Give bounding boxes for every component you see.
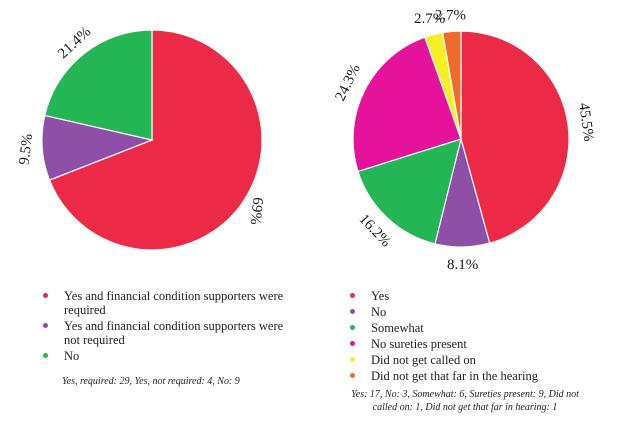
pie-slice-yes-and-financial-condition-supporters-were-required <box>48 29 263 251</box>
legend-item-yes: Yes <box>347 289 587 303</box>
legend-swatch <box>350 373 355 378</box>
legend-swatch <box>350 357 355 362</box>
counts-note-right: Yes: 17, No: 3, Somewhat: 6, Sureties pr… <box>351 389 579 413</box>
legend-label: Yes and financial condition supporters w… <box>64 289 284 317</box>
pie-label-yes: 45.5% <box>575 102 596 143</box>
legend-swatch <box>350 293 355 298</box>
pie-slice-no-sureties-present <box>352 36 462 173</box>
legend-item-no: No <box>40 349 290 363</box>
legend-item-yes-and-financial-condition-supporters-were-required: Yes and financial condition supporters w… <box>40 289 290 317</box>
legend-label: Yes and financial condition supporters w… <box>64 319 284 347</box>
legend-swatch <box>350 341 355 346</box>
pie-chart-bail-conditions: 69%9.5%21.4% <box>16 24 266 251</box>
pie-label-no-sureties-present: 24.3% <box>333 62 364 104</box>
legend-left: Yes and financial condition supporters w… <box>40 289 290 365</box>
legend-label: No sureties present <box>371 337 467 351</box>
legend-item-did-not-get-called-on: Did not get called on <box>347 353 587 367</box>
legend-label: No <box>64 349 80 363</box>
counts-note-left: Yes, required: 29, Yes, not required: 4,… <box>62 376 240 387</box>
legend-label: Did not get that far in the hearing <box>371 369 538 383</box>
legend-item-somewhat: Somewhat <box>347 321 587 335</box>
pie-label-did-not-get-that-far-in-the-hearing: 2.7% <box>435 8 466 24</box>
legend-swatch <box>43 293 48 298</box>
legend-swatch <box>350 309 355 314</box>
legend-label: Did not get called on <box>371 353 476 367</box>
pie-slice-no <box>44 29 153 141</box>
pie-label-yes-and-financial-condition-supporters-were-required: 69% <box>247 196 266 225</box>
pie-slice-yes <box>460 30 570 244</box>
pie-slice-did-not-get-that-far-in-the-hearing <box>441 30 462 140</box>
pie-slice-somewhat <box>357 138 462 245</box>
legend-item-yes-and-financial-condition-supporters-were-not-required: Yes and financial condition supporters w… <box>40 319 290 347</box>
legend-item-no: No <box>347 305 587 319</box>
pie-chart-sureties-testimony: 45.5%8.1%16.2%24.3%2.7%2.7% <box>333 8 597 274</box>
pie-label-did-not-get-called-on: 2.7% <box>414 11 445 27</box>
legend-swatch <box>43 323 48 328</box>
legend-label: Yes <box>371 289 390 303</box>
legend-swatch <box>43 353 48 358</box>
legend-swatch <box>350 325 355 330</box>
pie-label-no: 8.1% <box>447 257 478 273</box>
legend-label: No <box>371 305 387 319</box>
legend-item-no-sureties-present: No sureties present <box>347 337 587 351</box>
legend-right: Yes No Somewhat No sureties present Did not … <box>347 289 587 385</box>
pie-label-yes-and-financial-condition-supporters-were-not-required: 9.5% <box>16 133 36 166</box>
legend-item-did-not-get-that-far-in-the-hearing: Did not get that far in the hearing <box>347 369 587 383</box>
legend-label: Somewhat <box>371 321 424 335</box>
